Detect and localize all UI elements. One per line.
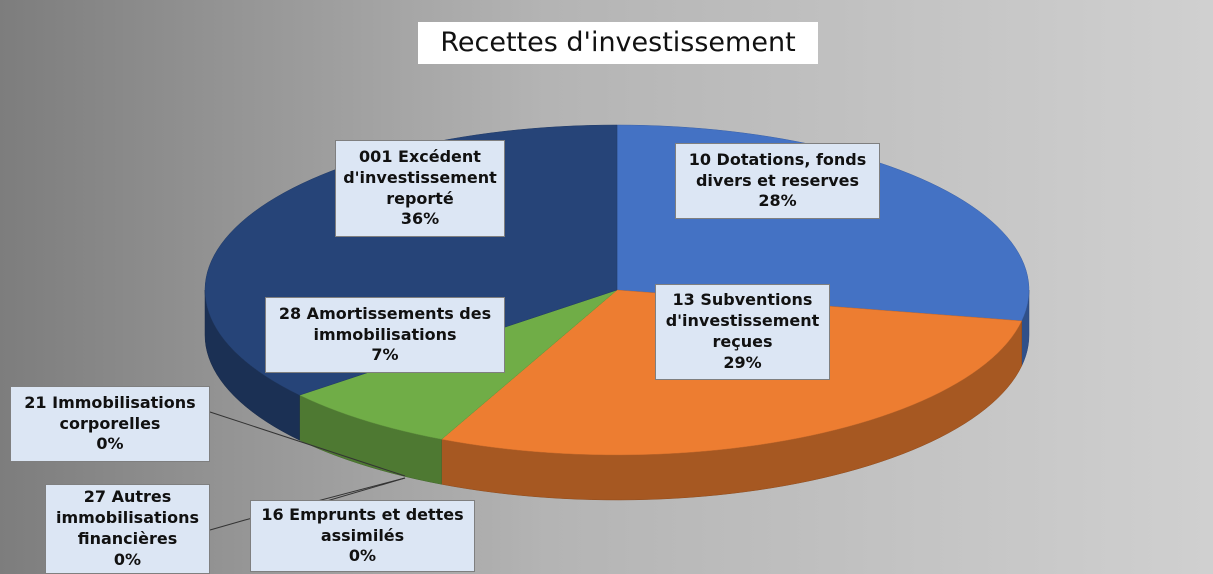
data-label: 27 Autres immobilisations financières 0%	[45, 484, 210, 574]
leader-line	[209, 411, 406, 477]
value-label: 28%	[758, 191, 797, 211]
data-label: 28 Amortissements des immobilisations 7%	[265, 297, 505, 373]
value-label: 29%	[723, 352, 762, 372]
category-label: 10 Dotations, fonds divers et reserves	[688, 149, 867, 190]
value-label: 0%	[348, 546, 377, 566]
leader-line	[209, 477, 406, 531]
value-label: 7%	[371, 345, 399, 365]
data-label: 16 Emprunts et dettes assimilés 0%	[250, 500, 475, 572]
category-label: 21 Immobilisations corporelles	[24, 392, 196, 433]
chart-title: Recettes d'investissement	[418, 22, 818, 64]
category-label: 001 Excédent d'investissement reporté	[343, 146, 497, 208]
data-label: 10 Dotations, fonds divers et reserves 28…	[675, 143, 880, 219]
category-label: 27 Autres immobilisations financières	[55, 487, 200, 548]
value-label: 36%	[400, 209, 440, 229]
category-label: 28 Amortissements des immobilisations	[278, 303, 492, 344]
value-label: 0%	[113, 549, 142, 569]
category-label: 13 Subventions d'investissement reçues	[665, 290, 820, 351]
category-label: 16 Emprunts et dettes assimilés	[261, 504, 464, 545]
data-label: 21 Immobilisations corporelles 0%	[10, 386, 210, 462]
data-label: 13 Subventions d'investissement reçues 29…	[655, 284, 830, 380]
value-label: 0%	[96, 434, 124, 454]
data-label: 001 Excédent d'investissement reporté 36%	[335, 140, 505, 237]
